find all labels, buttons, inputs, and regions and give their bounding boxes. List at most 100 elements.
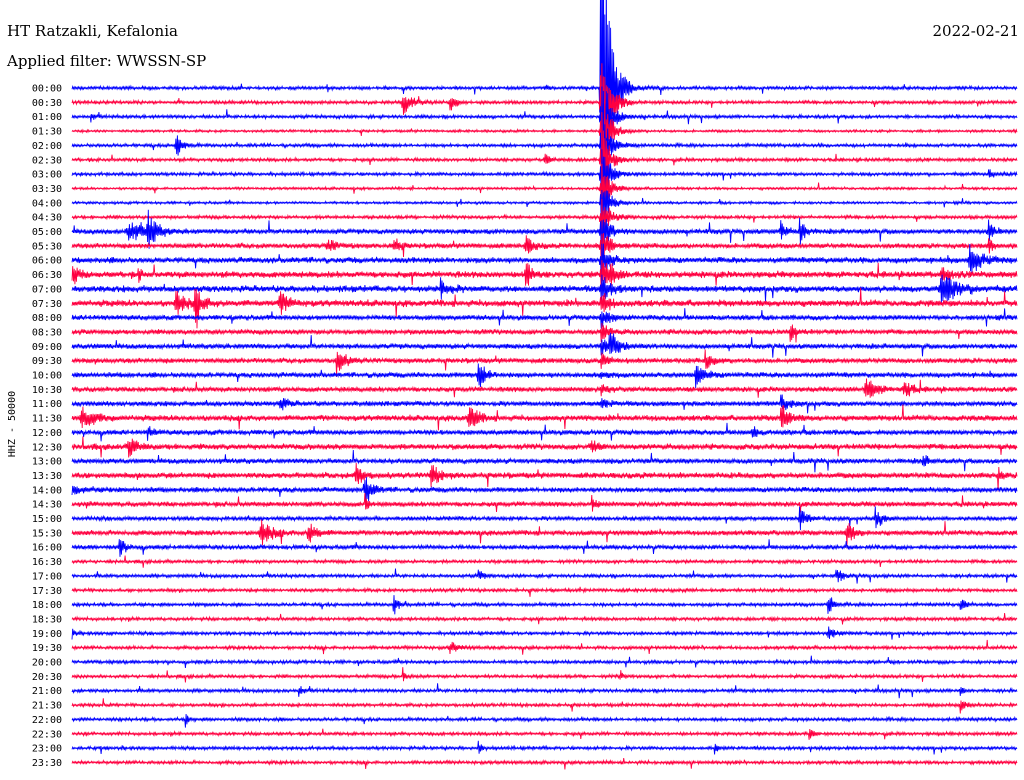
trace-line xyxy=(71,436,1018,458)
tick-label: 20:30 xyxy=(32,672,62,683)
trace-line xyxy=(71,758,1018,770)
trace-line xyxy=(71,363,1018,389)
trace-line xyxy=(71,243,1018,283)
tick-label: 05:00 xyxy=(32,227,62,238)
trace-line xyxy=(71,189,1018,224)
tick-label: 01:00 xyxy=(32,112,62,123)
trace-line xyxy=(71,287,1018,329)
tick-label: 16:00 xyxy=(32,543,62,554)
tick-label: 11:30 xyxy=(32,414,62,425)
tick-label: 13:00 xyxy=(32,457,62,468)
tick-label: 21:30 xyxy=(32,701,62,712)
tick-label: 01:30 xyxy=(32,127,62,138)
filter-subtitle: Applied filter: WWSSN-SP xyxy=(7,52,207,70)
trace-line xyxy=(71,713,1018,728)
tick-label: 23:00 xyxy=(32,744,62,755)
tick-label: 14:30 xyxy=(32,500,62,511)
tick-label: 11:00 xyxy=(32,399,62,410)
tick-label: 13:30 xyxy=(32,471,62,482)
tick-label: 07:00 xyxy=(32,284,62,295)
trace-line xyxy=(71,477,1018,507)
trace-line xyxy=(71,378,1018,398)
tick-label: 08:30 xyxy=(32,327,62,338)
channel-label: HHZ - 50000 xyxy=(7,391,18,457)
trace-line xyxy=(71,422,1018,442)
trace-line xyxy=(71,655,1018,668)
tick-label: 18:30 xyxy=(32,614,62,625)
trace-line xyxy=(71,698,1018,714)
trace-line xyxy=(71,449,1018,473)
trace-line xyxy=(71,667,1018,683)
tick-label: 03:00 xyxy=(32,170,62,181)
tick-label: 00:00 xyxy=(32,84,62,95)
trace-line xyxy=(71,728,1018,740)
trace-line xyxy=(71,506,1018,531)
tick-label: 12:30 xyxy=(32,442,62,453)
trace-line xyxy=(71,274,1018,304)
trace-line xyxy=(71,493,1018,513)
tick-label: 04:30 xyxy=(32,213,62,224)
trace-line xyxy=(71,332,1018,358)
trace-line xyxy=(71,260,1018,295)
trace-line xyxy=(71,586,1018,597)
tick-label: 08:00 xyxy=(32,313,62,324)
tick-label: 12:00 xyxy=(32,428,62,439)
trace-line xyxy=(71,163,1018,209)
tick-label: 06:00 xyxy=(32,256,62,267)
tick-label: 10:30 xyxy=(32,385,62,396)
tick-label: 03:30 xyxy=(32,184,62,195)
trace-line xyxy=(71,613,1018,625)
tick-label: 18:00 xyxy=(32,600,62,611)
trace-line xyxy=(71,683,1018,699)
trace-line xyxy=(71,568,1018,584)
trace-line xyxy=(71,462,1018,492)
station-title: HT Ratzakli, Kefalonia xyxy=(7,22,178,40)
trace-line xyxy=(71,209,1018,256)
seismic-traces xyxy=(71,0,1018,770)
trace-line xyxy=(71,519,1018,549)
trace-line xyxy=(71,199,1018,237)
trace-line xyxy=(71,0,1018,257)
tick-label: 07:30 xyxy=(32,299,62,310)
trace-line xyxy=(71,233,1018,267)
tick-label: 15:30 xyxy=(32,528,62,539)
tick-label: 09:00 xyxy=(32,342,62,353)
tick-label: 22:30 xyxy=(32,729,62,740)
tick-label: 10:00 xyxy=(32,371,62,382)
trace-line xyxy=(71,349,1018,378)
tick-label: 22:00 xyxy=(32,715,62,726)
date-label: 2022-02-21 xyxy=(932,22,1019,40)
trace-line xyxy=(71,149,1018,199)
tick-label: 05:30 xyxy=(32,241,62,252)
tick-label: 17:30 xyxy=(32,586,62,597)
trace-line xyxy=(71,626,1018,640)
trace-line xyxy=(71,63,1018,159)
trace-line xyxy=(71,125,1018,185)
tick-label: 19:00 xyxy=(32,629,62,640)
trace-line xyxy=(71,394,1018,414)
trace-line xyxy=(71,404,1018,431)
tick-label: 16:30 xyxy=(32,557,62,568)
trace-line xyxy=(71,308,1018,329)
trace-line xyxy=(71,555,1018,568)
trace-line xyxy=(71,539,1018,557)
tick-label: 19:30 xyxy=(32,643,62,654)
tick-label: 14:00 xyxy=(32,485,62,496)
trace-line xyxy=(71,639,1018,655)
trace-line xyxy=(71,740,1018,755)
time-tick-labels: 00:00 00:30 01:00 01:30 02:00 02:30 03:00 03:30… xyxy=(32,84,62,769)
tick-label: 02:30 xyxy=(32,155,62,166)
tick-label: 06:30 xyxy=(32,270,62,281)
tick-label: 00:30 xyxy=(32,98,62,109)
tick-label: 09:30 xyxy=(32,356,62,367)
tick-label: 04:00 xyxy=(32,198,62,209)
trace-line xyxy=(71,114,1018,175)
tick-label: 20:00 xyxy=(32,658,62,669)
tick-label: 21:00 xyxy=(32,686,62,697)
trace-line xyxy=(71,323,1018,343)
trace-line xyxy=(71,595,1018,615)
tick-label: 15:00 xyxy=(32,514,62,525)
trace-line xyxy=(71,101,1018,171)
tick-label: 23:30 xyxy=(32,758,62,769)
